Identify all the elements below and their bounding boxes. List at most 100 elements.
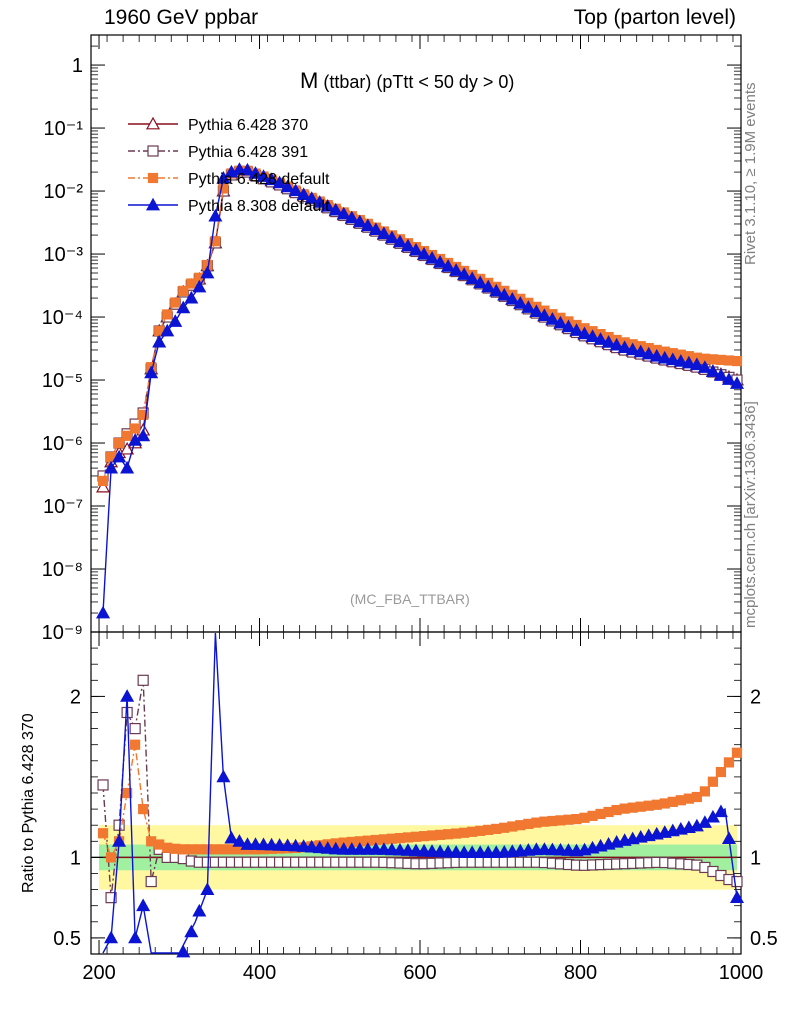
main-point-pythia-8-308-default (505, 292, 520, 305)
ratio-point-pythia-6-428-default (707, 776, 719, 787)
ratio-point-pythia-6-428-391 (105, 892, 117, 904)
main-point-pythia-8-308-default (489, 283, 504, 297)
x-tick-label: 800 (564, 962, 597, 984)
main-y-tick-label: 10⁻⁵ (42, 370, 83, 392)
ratio-point-pythia-8-308-default (392, 842, 407, 856)
ratio-point-pythia-8-308-default (384, 842, 399, 856)
ratio-point-pythia-6-428-default (97, 828, 109, 839)
ratio-point-pythia-8-308-default (408, 843, 424, 857)
ratio-point-pythia-6-428-default (699, 786, 710, 797)
main-point-pythia-8-308-default (585, 329, 600, 343)
main-point-pythia-8-308-default (553, 315, 568, 329)
ratio-point-pythia-6-428-default (122, 787, 133, 799)
ratio-point-pythia-8-308-default (184, 924, 199, 938)
main-point-pythia-8-308-default (232, 162, 247, 175)
main-point-pythia-8-308-default (240, 162, 255, 176)
plot-title-main: M (300, 68, 319, 93)
main-point-pythia-6-428-default (178, 285, 189, 296)
main-point-pythia-8-308-default (441, 259, 456, 272)
main-point-pythia-8-308-default (625, 342, 640, 356)
main-point-pythia-8-308-default (729, 376, 745, 389)
header-left: 1960 GeV ppbar (104, 6, 259, 29)
main-point-pythia-6-428-default (122, 430, 133, 441)
main-point-pythia-8-308-default (136, 428, 151, 442)
main-point-pythia-8-308-default (296, 187, 311, 201)
ratio-plot-frame (90, 631, 742, 955)
main-y-tick-label: 10⁻⁸ (42, 559, 83, 581)
plot-title: M (ttbar) (pTtt < 50 dy > 0) (300, 68, 514, 94)
ratio-point-pythia-8-308-default (216, 769, 231, 783)
main-point-pythia-8-308-default (681, 355, 696, 369)
ratio-point-pythia-8-308-default (112, 834, 127, 847)
ratio-point-pythia-8-308-default (320, 841, 335, 854)
ratio-series-pythia-6-428-391 (97, 674, 743, 904)
main-point-pythia-6-428-default (731, 355, 743, 367)
main-point-pythia-8-308-default (192, 279, 207, 293)
main-point-pythia-8-308-default (609, 337, 624, 351)
main-point-pythia-8-308-default (184, 290, 199, 304)
ratio-point-pythia-8-308-default (256, 837, 271, 851)
ratio-point-pythia-8-308-default (304, 839, 319, 853)
x-tick-label: 1000 (719, 962, 764, 984)
main-point-pythia-8-308-default (425, 251, 440, 264)
ratio-point-pythia-8-308-default (272, 838, 287, 851)
main-point-pythia-8-308-default (529, 304, 544, 318)
main-point-pythia-8-308-default (497, 287, 512, 301)
main-point-pythia-8-308-default (168, 314, 183, 327)
ratio-point-pythia-6-428-391 (145, 875, 157, 888)
ratio-series-group (97, 632, 745, 958)
main-point-pythia-8-308-default (104, 460, 119, 474)
plot-title-sub: (ttbar) (pTtt < 50 dy > 0) (323, 72, 515, 92)
ratio-point-pythia-8-308-default (280, 838, 295, 852)
main-point-pythia-8-308-default (665, 352, 680, 366)
main-line-pythia-6-428-370 (102, 171, 738, 488)
ratio-point-pythia-8-308-default (721, 831, 736, 845)
analysis-tag: (MC_FBA_TTBAR) (350, 591, 470, 607)
legend-marker-pythia-6-428-default (147, 172, 159, 184)
x-tick-label: 400 (243, 962, 276, 984)
main-point-pythia-8-308-default (200, 265, 215, 279)
ratio-y-tick-label-right: 2 (750, 686, 761, 708)
main-point-pythia-8-308-default (673, 354, 688, 367)
main-point-pythia-8-308-default (561, 319, 576, 333)
main-point-pythia-8-308-default (272, 175, 287, 189)
main-y-tick-label: 1 (72, 55, 83, 77)
ratio-point-pythia-8-308-default (553, 842, 568, 856)
x-tick-label: 200 (82, 962, 115, 984)
ratio-point-pythia-6-428-default (105, 852, 117, 863)
main-point-pythia-8-308-default (408, 242, 424, 256)
main-point-pythia-6-428-default (186, 278, 197, 289)
main-point-pythia-8-308-default (384, 230, 399, 244)
ratio-point-pythia-8-308-default (224, 830, 239, 844)
main-point-pythia-8-308-default (120, 460, 135, 474)
main-point-pythia-8-308-default (537, 308, 552, 321)
main-point-pythia-8-308-default (320, 198, 335, 212)
ratio-point-pythia-8-308-default (296, 839, 311, 852)
ratio-point-pythia-6-428-default (130, 739, 141, 750)
ratio-point-pythia-8-308-default (104, 930, 119, 944)
main-point-pythia-8-308-default (649, 348, 664, 362)
legend-marker-pythia-6-428-370 (145, 116, 161, 130)
ratio-point-pythia-8-308-default (128, 930, 143, 944)
main-point-pythia-8-308-default (176, 300, 191, 314)
main-point-pythia-8-308-default (352, 214, 367, 228)
ratio-y-tick-label-left: 0.5 (53, 928, 81, 950)
main-point-pythia-6-428-370 (96, 479, 111, 493)
main-point-pythia-8-308-default (457, 267, 472, 280)
ratio-point-pythia-8-308-default (545, 842, 560, 856)
main-point-pythia-8-308-default (697, 360, 712, 373)
legend: Pythia 6.428 370 Pythia 6.428 391 Pythia 6… (128, 116, 330, 215)
main-point-pythia-6-428-default (170, 297, 181, 308)
main-point-pythia-8-308-default (513, 296, 528, 309)
main-y-tick-label: 10⁻⁹ (42, 622, 83, 644)
ratio-point-pythia-8-308-default (264, 837, 279, 851)
main-point-pythia-8-308-default (248, 166, 263, 179)
ratio-y-tick-label-right: 1 (750, 847, 761, 869)
main-point-pythia-6-428-default (138, 409, 149, 420)
main-point-pythia-8-308-default (336, 206, 351, 220)
main-point-pythia-6-428-default (113, 437, 125, 449)
ratio-point-pythia-8-308-default (200, 882, 215, 896)
main-point-pythia-8-308-default (473, 275, 488, 289)
ratio-point-pythia-8-308-default (729, 890, 745, 904)
